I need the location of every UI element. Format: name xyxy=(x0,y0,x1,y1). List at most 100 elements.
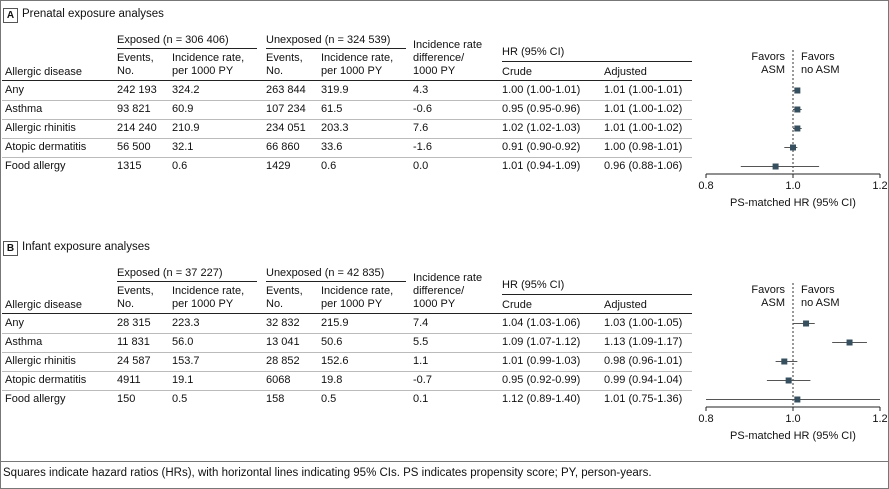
cell-unexp-rate: 61.5 xyxy=(321,103,343,115)
cell-exp-rate: 60.9 xyxy=(172,103,194,115)
table-header-rule xyxy=(2,80,692,81)
cell-exp-events: 242 193 xyxy=(117,84,157,96)
cell-diff: 1.1 xyxy=(413,355,429,367)
cell-crude: 1.02 (1.02-1.03) xyxy=(502,122,581,134)
cell-unexp-rate: 0.6 xyxy=(321,160,337,172)
unexposed-header-rule xyxy=(266,281,406,282)
table-row: Any 242 193 324.2 263 844 319.9 4.3 1.00 (1.00… xyxy=(0,81,700,100)
incidence-header-line: Incidence rate, xyxy=(172,52,245,64)
incidence-diff-header-line: 1000 PY xyxy=(413,65,456,77)
cell-adjusted: 1.01 (0.75-1.36) xyxy=(604,393,683,405)
x-tick-label: 1.2 xyxy=(872,413,887,425)
x-axis-label: PS-matched HR (95% CI) xyxy=(730,430,856,442)
panel-label: A xyxy=(3,8,18,23)
cell-exp-events: 214 240 xyxy=(117,122,157,134)
hr-header-rule xyxy=(502,294,692,295)
favors-asm-label: ASM xyxy=(761,297,785,309)
crude-header: Crude xyxy=(502,66,532,78)
x-tick-label: 1.0 xyxy=(785,413,800,425)
cell-crude: 0.95 (0.92-0.99) xyxy=(502,374,581,386)
hr-marker xyxy=(846,339,853,346)
cell-diff: 7.6 xyxy=(413,122,429,134)
table-row: Atopic dermatitis 4911 19.1 6068 19.8 -0.7 0.9… xyxy=(0,371,700,390)
cell-unexp-events: 13 041 xyxy=(266,336,300,348)
exposed-header-rule xyxy=(117,48,257,49)
events-header-line: No. xyxy=(117,298,135,310)
events-header-line: No. xyxy=(266,65,284,77)
adjusted-header: Adjusted xyxy=(604,299,647,311)
panel-title: Infant exposure analyses xyxy=(22,241,150,253)
cell-crude: 1.04 (1.03-1.06) xyxy=(502,317,581,329)
hr-marker xyxy=(790,144,796,151)
cell-disease: Food allergy xyxy=(5,160,66,172)
cell-crude: 1.00 (1.00-1.01) xyxy=(502,84,581,96)
cell-diff: -0.7 xyxy=(413,374,432,386)
hr-marker xyxy=(794,106,801,113)
panel-b: B Infant exposure analyses Exposed (n = 37… xyxy=(0,233,889,463)
figure-caption: Squares indicate hazard ratios (HRs), wi… xyxy=(3,467,652,479)
cell-disease: Allergic rhinitis xyxy=(5,122,76,134)
cell-adjusted: 1.00 (0.98-1.01) xyxy=(604,141,683,153)
favors-asm-label: Favors xyxy=(751,51,785,63)
cell-adjusted: 1.13 (1.09-1.17) xyxy=(604,336,683,348)
cell-disease: Any xyxy=(5,84,24,96)
row-divider xyxy=(2,352,692,353)
cell-diff: 0.1 xyxy=(413,393,429,405)
cell-crude: 0.91 (0.90-0.92) xyxy=(502,141,581,153)
incidence-diff-header-line: difference/ xyxy=(413,52,465,64)
cell-exp-rate: 19.1 xyxy=(172,374,194,386)
exposed-header: Exposed (n = 306 406) xyxy=(117,34,229,46)
favors-no-asm-label: Favors xyxy=(801,51,835,63)
cell-crude: 1.12 (0.89-1.40) xyxy=(502,393,581,405)
events-header-line: No. xyxy=(117,65,135,77)
events-header-line: Events, xyxy=(117,285,154,297)
table-row: Allergic rhinitis 24 587 153.7 28 852 152.6 1… xyxy=(0,352,700,371)
cell-disease: Asthma xyxy=(5,336,43,348)
cell-unexp-events: 263 844 xyxy=(266,84,306,96)
cell-exp-rate: 223.3 xyxy=(172,317,200,329)
events-header-line: Events, xyxy=(266,52,303,64)
cell-exp-events: 4911 xyxy=(117,374,141,386)
hr-header: HR (95% CI) xyxy=(502,279,565,291)
row-divider xyxy=(2,333,692,334)
table-header-rule xyxy=(2,313,692,314)
x-tick-label: 0.8 xyxy=(698,180,713,192)
cell-adjusted: 0.96 (0.88-1.06) xyxy=(604,160,683,172)
cell-unexp-rate: 215.9 xyxy=(321,317,349,329)
cell-exp-rate: 32.1 xyxy=(172,141,194,153)
cell-disease: Atopic dermatitis xyxy=(5,374,87,386)
hr-marker xyxy=(794,125,801,132)
cell-unexp-events: 158 xyxy=(266,393,285,405)
incidence-diff-header-line: difference/ xyxy=(413,285,465,297)
cell-unexp-rate: 50.6 xyxy=(321,336,343,348)
favors-asm-label: Favors xyxy=(751,284,785,296)
cell-diff: 7.4 xyxy=(413,317,429,329)
row-divider xyxy=(2,119,692,120)
cell-unexp-events: 6068 xyxy=(266,374,291,386)
cell-diff: -1.6 xyxy=(413,141,432,153)
cell-exp-events: 56 500 xyxy=(117,141,151,153)
row-divider xyxy=(2,138,692,139)
cell-exp-events: 150 xyxy=(117,393,136,405)
hr-marker xyxy=(781,358,788,365)
cell-unexp-events: 234 051 xyxy=(266,122,306,134)
hr-marker xyxy=(772,163,779,170)
incidence-diff-header-line: 1000 PY xyxy=(413,298,456,310)
row-divider xyxy=(2,390,692,391)
table-row: Any 28 315 223.3 32 832 215.9 7.4 1.04 (1.03-1… xyxy=(0,314,700,333)
events-header-line: Events, xyxy=(117,52,154,64)
cell-crude: 1.01 (0.94-1.09) xyxy=(502,160,581,172)
panel-a: A Prenatal exposure analyses Exposed (n = … xyxy=(0,0,889,230)
exposed-header: Exposed (n = 37 227) xyxy=(117,267,223,279)
allergic-disease-header: Allergic disease xyxy=(5,299,83,311)
cell-crude: 1.09 (1.07-1.12) xyxy=(502,336,581,348)
unexposed-header-rule xyxy=(266,48,406,49)
favors-no-asm-label: no ASM xyxy=(801,64,840,76)
table-row: Asthma 93 821 60.9 107 234 61.5 -0.6 0.95 (0.9… xyxy=(0,100,700,119)
favors-asm-label: ASM xyxy=(761,64,785,76)
hr-marker xyxy=(785,377,792,384)
caption-divider xyxy=(0,461,889,462)
cell-crude: 1.01 (0.99-1.03) xyxy=(502,355,581,367)
hr-header: HR (95% CI) xyxy=(502,46,565,58)
cell-exp-events: 24 587 xyxy=(117,355,151,367)
